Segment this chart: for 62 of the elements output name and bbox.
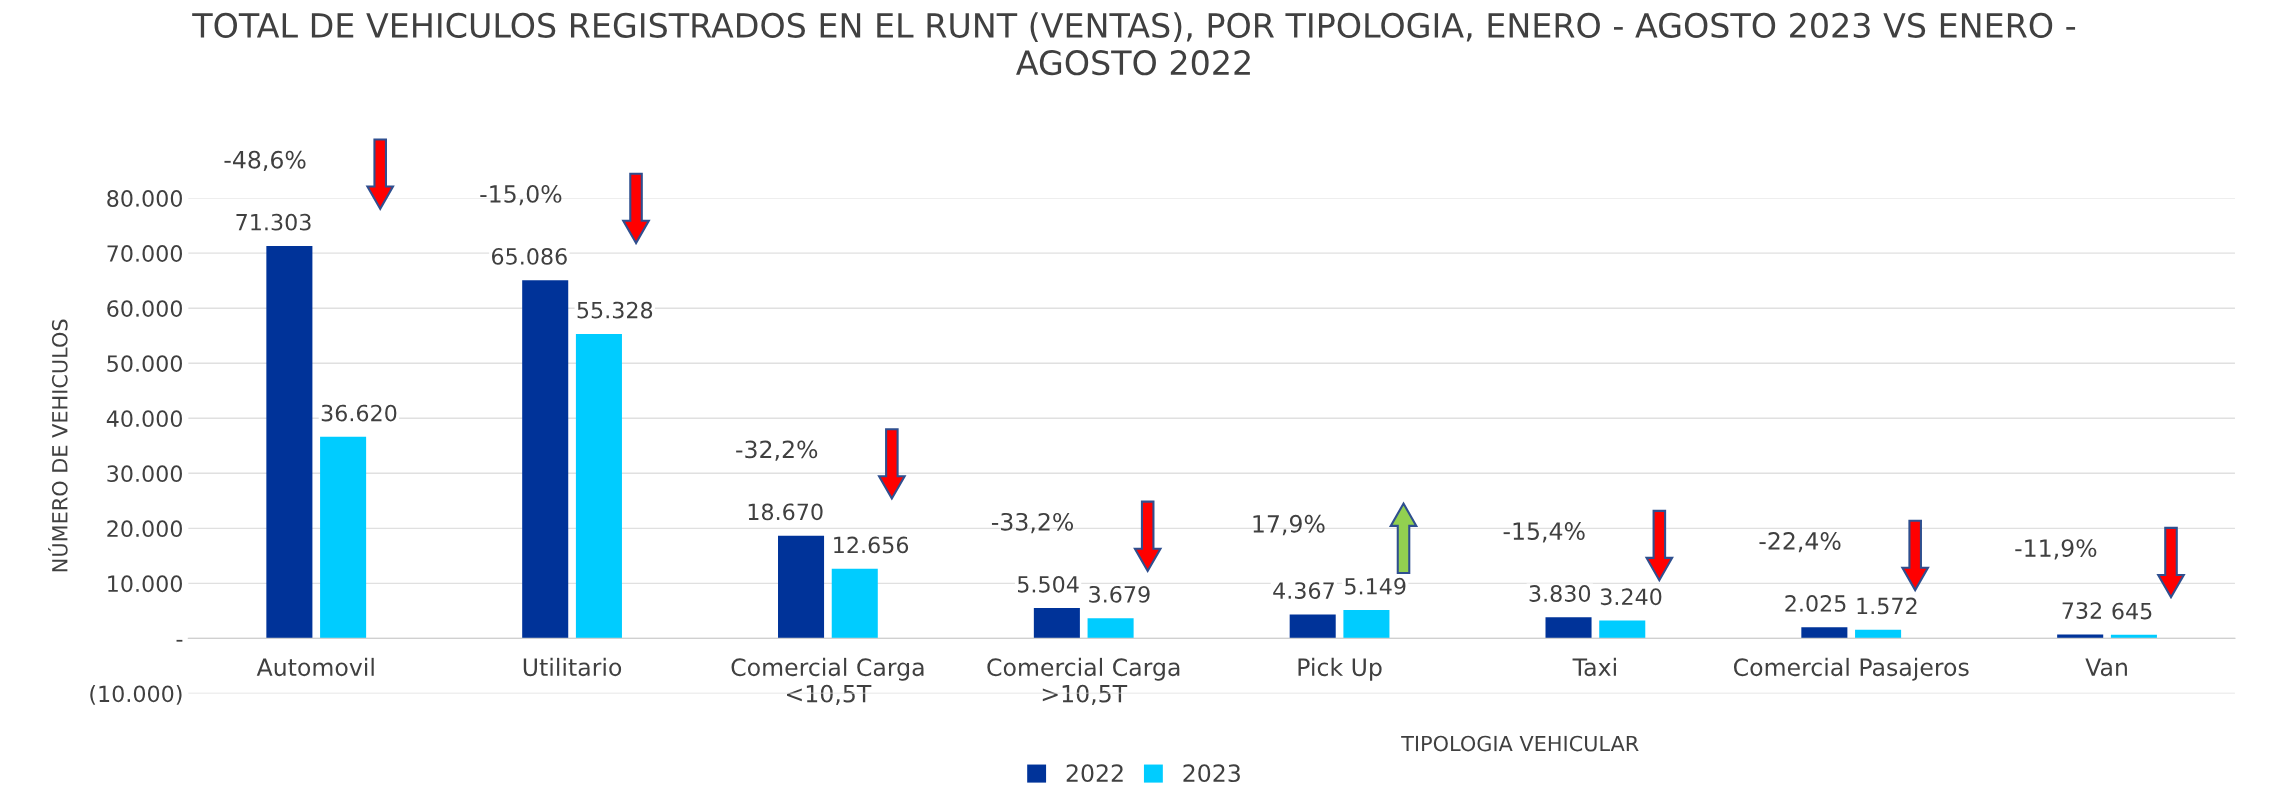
y-axis-title: NÚMERO DE VEHICULOS xyxy=(48,319,68,572)
bar xyxy=(778,535,825,639)
text: 36.620 xyxy=(321,404,397,422)
text: 1.572 xyxy=(1857,597,1917,615)
x-tick-label: Utilitario xyxy=(523,657,622,677)
x-tick-label: Comercial Carga <10,5T xyxy=(731,657,924,705)
bar xyxy=(1801,627,1848,639)
y-tick-label: (10.000) xyxy=(90,685,182,705)
y-tick-label: 80.000 xyxy=(107,190,182,207)
text: 4.367 xyxy=(1273,582,1334,599)
bar xyxy=(1289,614,1336,639)
x-tick-label: Comercial Carga >10,5T xyxy=(987,657,1180,705)
text: 645 xyxy=(2112,602,2152,620)
text: 3.679 xyxy=(1089,585,1150,603)
y-tick-label: 30.000 xyxy=(107,465,182,483)
bar xyxy=(831,568,878,639)
bar xyxy=(522,280,569,639)
bar xyxy=(266,245,313,639)
annotation: -33,2% xyxy=(991,512,1074,534)
annotation: 17,9% xyxy=(1253,514,1325,536)
annotation: -22,4% xyxy=(1759,532,1841,553)
chart-title: TOTAL DE VEHICULOS REGISTRADOS EN EL RUNT (VENTAS), POR TIPOLOGIA, ENERO - AGOSTO 2023 VS ENERO - AGOSTO 2022 xyxy=(192,12,2076,76)
bar xyxy=(320,436,367,639)
y-tick-label: 70.000 xyxy=(107,245,182,262)
bar xyxy=(1087,618,1134,639)
x-axis-title: TIPOLOGIA VEHICULAR xyxy=(1401,735,1639,752)
text: 55.328 xyxy=(577,301,653,319)
y-tick-label: 60.000 xyxy=(107,300,182,317)
x-tick-label: Pick Up xyxy=(1298,657,1382,681)
bar xyxy=(2057,634,2104,639)
y-tick-label: 20.000 xyxy=(107,520,182,538)
text: 18.670 xyxy=(748,503,823,521)
legend-label: 2023 xyxy=(1183,764,1240,783)
text: 65.086 xyxy=(492,247,567,265)
y-tick-label: 50.000 xyxy=(107,355,182,372)
annotation: -11,9% xyxy=(2015,539,2097,560)
x-tick-label: Van xyxy=(2085,658,2127,677)
legend-label: 2022 xyxy=(1066,764,1123,783)
bar xyxy=(1033,608,1080,639)
text: 3.830 xyxy=(1529,585,1591,602)
bar xyxy=(1545,617,1592,639)
x-tick-label: Taxi xyxy=(1572,657,1616,677)
bar xyxy=(575,333,622,639)
text: 732 xyxy=(2062,602,2101,619)
bar xyxy=(1855,629,1902,639)
text: -48,6% xyxy=(224,150,306,172)
text: 5.504 xyxy=(1017,575,1079,593)
annotation: -15,4% xyxy=(1503,522,1585,543)
bar xyxy=(1343,610,1390,639)
y-tick-label: - xyxy=(176,639,183,642)
text: 5.149 xyxy=(1345,577,1406,595)
annotation: -15,0% xyxy=(480,184,562,206)
y-tick-label: 40.000 xyxy=(106,410,182,428)
bar xyxy=(1599,620,1646,639)
text: 3.240 xyxy=(1600,588,1662,606)
x-tick-label: Comercial Pasajeros xyxy=(1733,657,1969,681)
y-tick-label: 10.000 xyxy=(108,575,182,593)
text: 71.303 xyxy=(236,213,311,231)
text: 2.025 xyxy=(1785,595,1846,612)
annotation: -32,2% xyxy=(736,440,818,461)
text: 12.656 xyxy=(834,536,909,554)
x-tick-label: Automovil xyxy=(256,657,374,677)
